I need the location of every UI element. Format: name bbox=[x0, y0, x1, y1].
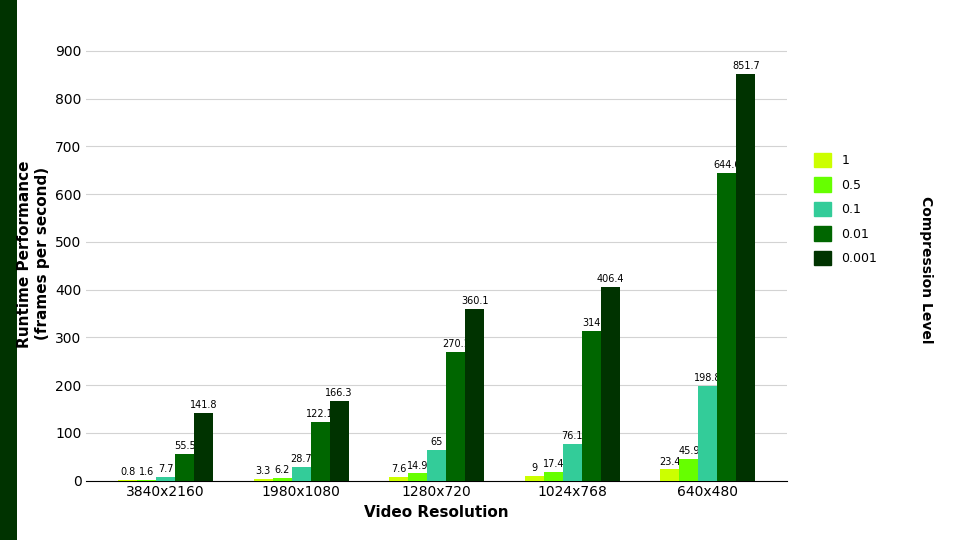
Bar bbox=[544, 472, 563, 481]
Text: 45.9: 45.9 bbox=[678, 446, 700, 456]
Bar bbox=[390, 477, 408, 481]
Text: 198.8: 198.8 bbox=[694, 373, 722, 383]
Bar bbox=[446, 352, 466, 481]
Text: 17.4: 17.4 bbox=[542, 460, 564, 469]
Text: 6.2: 6.2 bbox=[275, 465, 290, 475]
Text: 166.3: 166.3 bbox=[325, 388, 353, 399]
Bar bbox=[329, 401, 348, 481]
Bar bbox=[311, 422, 329, 481]
Text: 644.6: 644.6 bbox=[713, 160, 740, 170]
Text: 76.1: 76.1 bbox=[562, 431, 583, 441]
Text: 360.1: 360.1 bbox=[461, 296, 489, 306]
Text: 7.7: 7.7 bbox=[158, 464, 174, 474]
Text: 23.4: 23.4 bbox=[660, 456, 681, 467]
Text: 9: 9 bbox=[531, 463, 538, 474]
Text: 7.6: 7.6 bbox=[391, 464, 406, 474]
Bar bbox=[680, 458, 699, 481]
Bar bbox=[427, 450, 446, 481]
Bar bbox=[156, 477, 175, 481]
Bar bbox=[563, 444, 582, 481]
Bar bbox=[660, 469, 680, 481]
Bar bbox=[601, 287, 620, 481]
Text: 1.6: 1.6 bbox=[139, 467, 155, 477]
Text: 65: 65 bbox=[431, 437, 443, 447]
Text: Compression Level: Compression Level bbox=[920, 196, 933, 344]
Bar bbox=[582, 330, 601, 481]
Bar bbox=[699, 386, 717, 481]
Text: 851.7: 851.7 bbox=[732, 61, 759, 71]
Bar bbox=[525, 476, 544, 481]
Bar bbox=[292, 467, 311, 481]
Y-axis label: Runtime Performance
(frames per second): Runtime Performance (frames per second) bbox=[17, 160, 50, 348]
X-axis label: Video Resolution: Video Resolution bbox=[365, 505, 509, 520]
Bar bbox=[253, 479, 273, 481]
Bar bbox=[175, 454, 194, 481]
Bar bbox=[717, 173, 736, 481]
Text: 141.8: 141.8 bbox=[190, 400, 217, 410]
Text: 122.1: 122.1 bbox=[306, 409, 334, 420]
Text: 270.1: 270.1 bbox=[442, 339, 469, 349]
Text: 406.4: 406.4 bbox=[596, 274, 624, 284]
Bar bbox=[273, 478, 292, 481]
Bar bbox=[194, 413, 213, 481]
Legend: 1, 0.5, 0.1, 0.01, 0.001: 1, 0.5, 0.1, 0.01, 0.001 bbox=[807, 147, 883, 271]
Text: 0.8: 0.8 bbox=[120, 467, 135, 477]
Text: 28.7: 28.7 bbox=[291, 454, 312, 464]
Bar bbox=[736, 74, 756, 481]
Bar bbox=[137, 480, 156, 481]
Bar bbox=[466, 309, 484, 481]
Text: 14.9: 14.9 bbox=[407, 461, 428, 471]
Bar bbox=[408, 474, 427, 481]
Text: 314: 314 bbox=[582, 318, 601, 328]
Text: 3.3: 3.3 bbox=[255, 466, 271, 476]
Text: 55.5: 55.5 bbox=[174, 441, 196, 451]
